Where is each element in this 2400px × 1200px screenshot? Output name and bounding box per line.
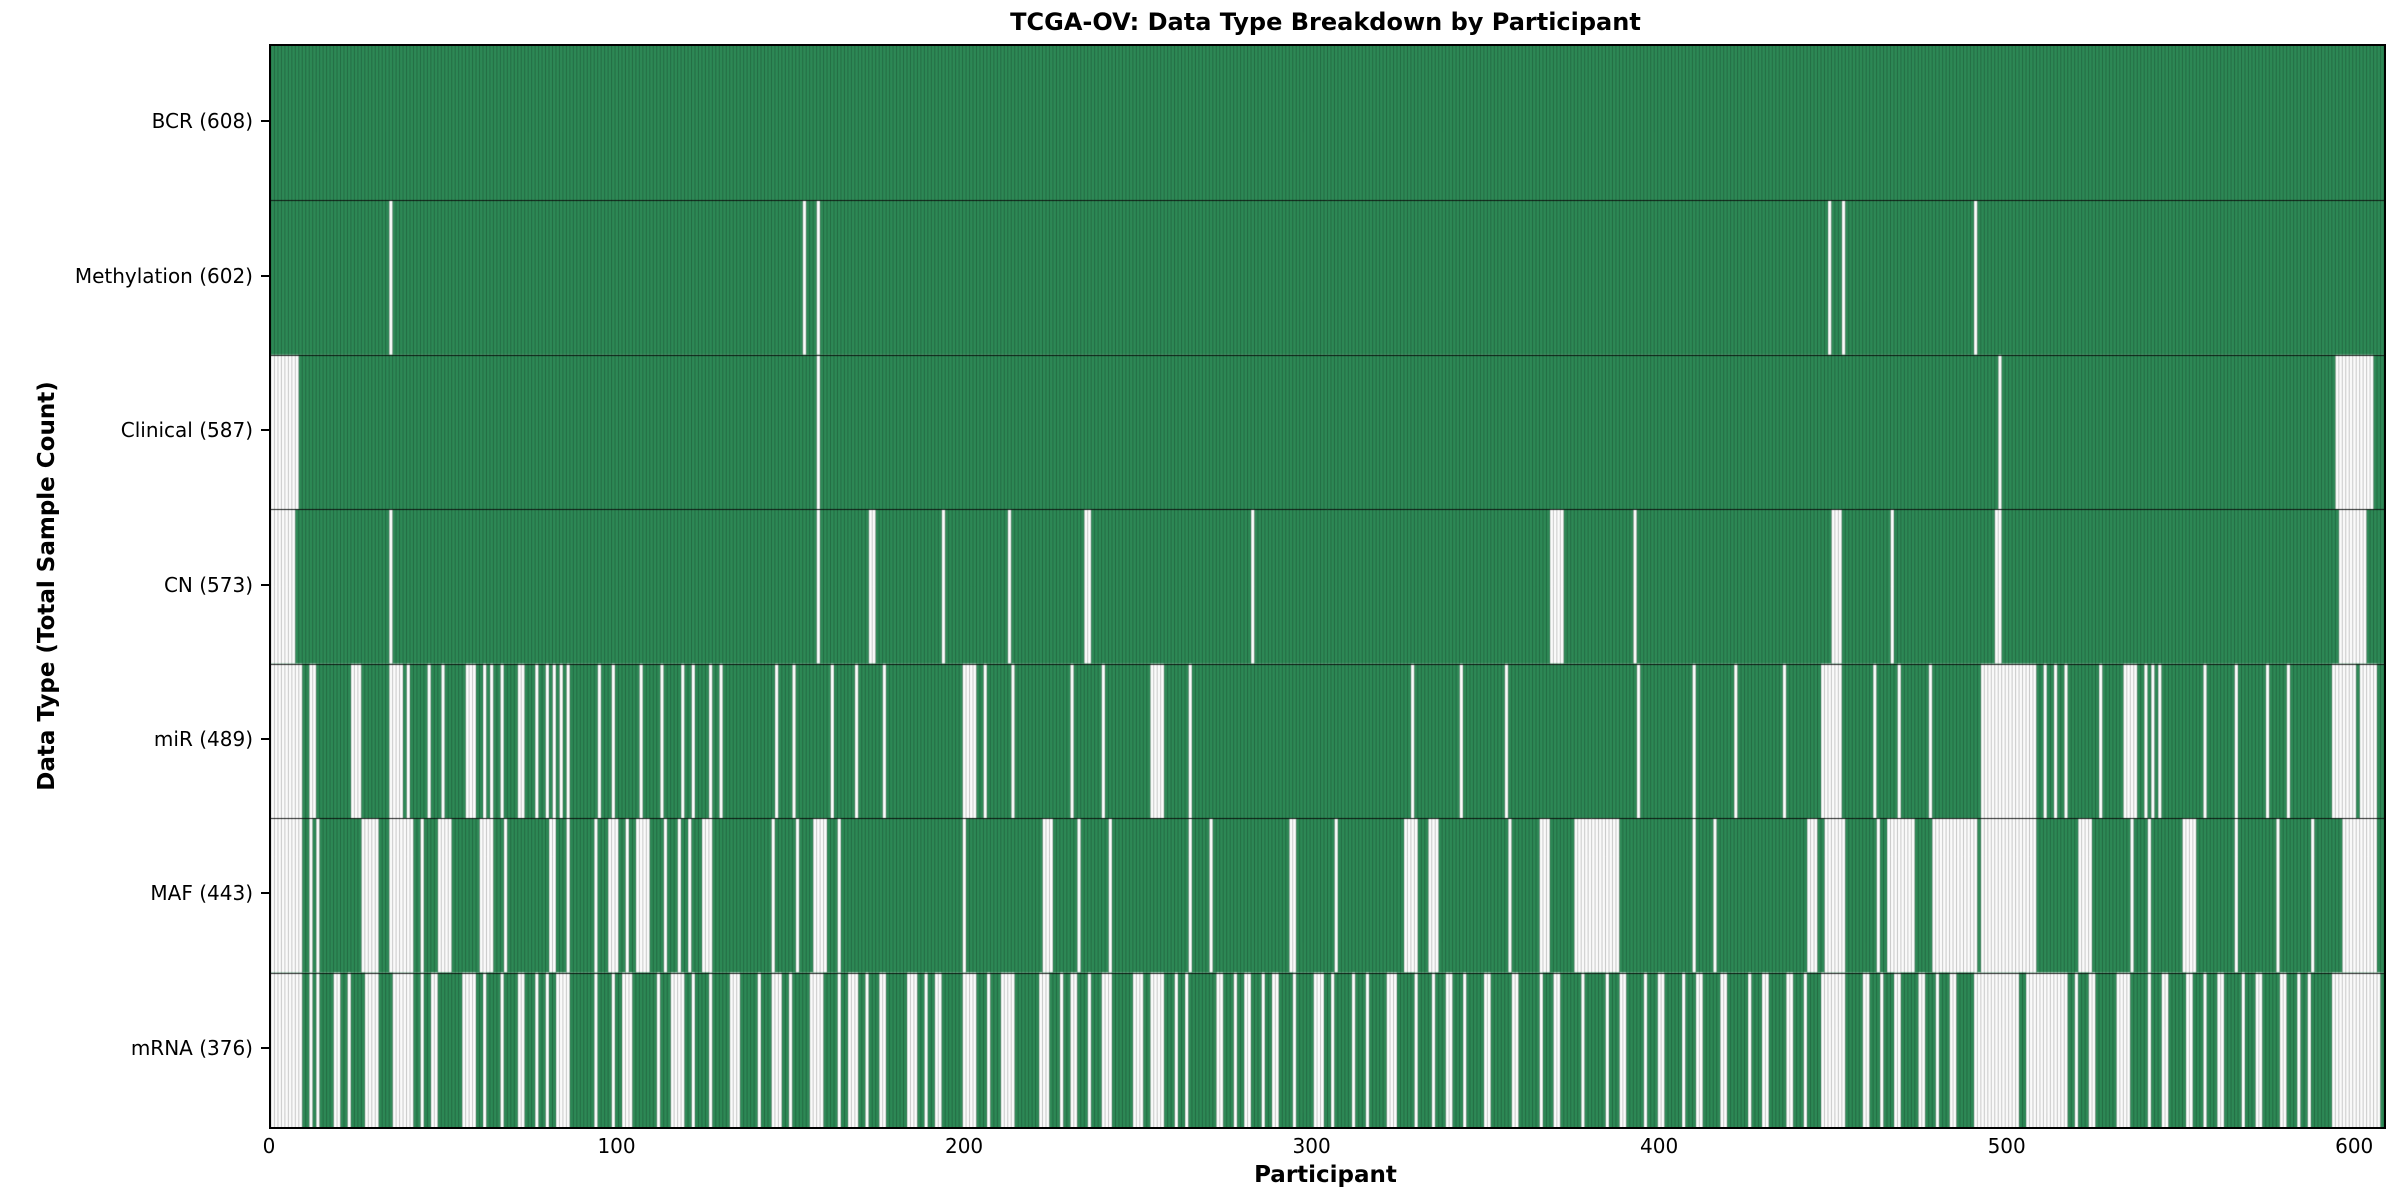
y-tick-label-Clinical: Clinical (587) xyxy=(120,418,253,443)
x-tick-label-500: 500 xyxy=(1987,1134,2026,1158)
x-tick-label-400: 400 xyxy=(1640,1134,1679,1158)
y-tick-label-BCR: BCR (608) xyxy=(151,109,253,134)
y-tick-mark xyxy=(261,274,269,277)
y-tick-label-CN: CN (573) xyxy=(163,572,253,597)
y-tick-label-miR: miR (489) xyxy=(153,726,253,751)
heatmap-canvas xyxy=(271,46,2384,1127)
x-tick-label-100: 100 xyxy=(597,1134,636,1158)
chart-title: TCGA-OV: Data Type Breakdown by Particip… xyxy=(1010,8,1641,36)
y-tick-mark xyxy=(261,583,269,586)
x-axis-title: Participant xyxy=(1254,1162,1397,1188)
x-tick-label-200: 200 xyxy=(944,1134,984,1158)
y-tick-mark xyxy=(261,429,269,432)
y-tick-mark xyxy=(261,892,269,895)
plot-area: Present Absent xyxy=(269,44,2386,1129)
y-tick-label-mRNA: mRNA (376) xyxy=(130,1035,253,1060)
y-tick-mark xyxy=(261,120,269,123)
y-tick-label-MAF: MAF (443) xyxy=(150,881,253,906)
y-tick-label-Methylation: Methylation (602) xyxy=(74,263,253,288)
x-tick-label-0: 0 xyxy=(262,1134,276,1158)
x-tick-label-600: 600 xyxy=(2335,1134,2374,1158)
x-tick-label-300: 300 xyxy=(1292,1134,1331,1158)
y-tick-mark xyxy=(261,737,269,740)
y-tick-mark xyxy=(261,1046,269,1049)
